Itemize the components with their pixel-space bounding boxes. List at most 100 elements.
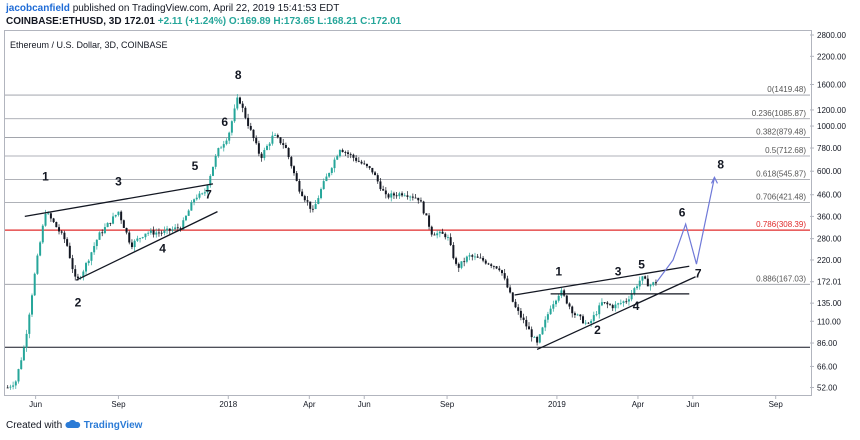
y-tick-label: 1600.00 [817,80,846,89]
y-tick-label: 66.00 [817,362,838,371]
candle-body [290,157,293,167]
candle-body [444,233,447,238]
candle-body [411,196,414,198]
candle-body [209,175,212,186]
trendline[interactable] [75,211,218,281]
candle-body [60,231,63,233]
price-chart[interactable]: Ethereum / U.S. Dollar, 3D, COINBASE 0(1… [0,0,860,420]
candle-body [230,121,233,133]
candle-body [555,300,558,305]
candle-body [471,255,474,257]
candle-body [652,282,655,286]
candle-body [374,172,377,176]
candle-body [95,239,98,247]
candle-body [238,97,241,104]
footer: Created with TradingView [6,420,142,431]
candle-body [184,215,187,221]
candle-body [338,149,341,157]
candle-body [284,145,287,148]
y-tick-label: 172.01 [817,278,842,287]
candle-body [398,193,401,197]
candle-body [395,195,398,197]
x-tick-label: Sep [769,400,784,409]
candle-body [44,213,47,226]
candle-body [128,232,131,243]
candle-body [436,233,439,236]
candle-body [155,232,158,235]
price-axis[interactable]: 2800.00 2200.00 1600.00 1200.00 1000.00 780.0… [810,31,846,393]
candle-body [592,315,595,321]
candle-body [103,227,106,234]
symbol-name[interactable]: COINBASE:ETHUSD, 3D [6,16,122,27]
candle-body [417,197,420,201]
candle-body [63,232,66,240]
candle-body [484,260,487,264]
candle-body [133,240,136,248]
trendline[interactable] [514,265,690,296]
candle-body [31,295,34,315]
candle-body [349,153,352,155]
candle-body [33,273,36,296]
candle-body [147,232,150,234]
candle-body [93,246,96,253]
candle-body [87,260,90,264]
x-tick-label: Sep [111,400,126,409]
candle-body [468,255,471,257]
x-tick-label: Apr [303,400,316,409]
candle-body [255,138,258,144]
wave-label: 8 [235,68,242,82]
candle-body [144,233,147,238]
projection-line[interactable] [656,177,716,283]
tradingview-brand[interactable]: TradingView [83,420,143,431]
candle-body [198,193,201,198]
trendline[interactable] [24,183,214,218]
wave-label: 6 [221,115,228,129]
candle-body [363,163,366,165]
candle-body [419,200,422,202]
trendline[interactable] [536,276,696,351]
candle-body [530,329,533,338]
candle-body [649,285,652,287]
fib-level-label: 0.5(712.68) [765,146,806,155]
candle-body [344,152,347,153]
candle-body [322,181,325,190]
candle-body [347,152,350,154]
wave-label: 2 [594,323,601,337]
author-link[interactable]: jacobcanfield [6,3,70,14]
x-tick-label: 2018 [219,400,237,409]
candle-body [627,299,630,302]
candle-body [55,222,58,228]
candle-body [222,144,225,148]
wave-label: 5 [638,257,645,271]
candle-body [560,290,563,296]
candle-body [503,273,506,279]
candle-body [546,314,549,320]
candle-body [525,319,528,327]
candle-body [66,239,69,246]
time-axis[interactable]: Jun Sep 2018 Apr Jun Sep 2019 Apr Jun Sep [29,395,783,409]
candle-body [460,261,463,268]
candle-body [538,334,541,343]
candle-body [263,149,266,159]
candle-body [636,286,639,289]
y-tick-label: 135.00 [817,299,842,308]
candle-body [114,214,117,217]
candle-body [117,211,120,215]
wave-labels: 1 2 3 4 5 6 7 8 1 2 3 4 5 6 7 8 [42,68,724,337]
y-tick-label: 460.00 [817,191,842,200]
candle-body [36,255,39,274]
last-price: 172.01 [124,16,155,27]
candle-body [233,108,236,122]
candle-body [500,270,503,274]
candle-body [211,166,214,176]
candle-body [182,220,185,230]
candle-body [392,193,395,196]
wave-label: 7 [695,267,702,281]
candle-body [298,180,301,192]
candle-body [549,308,552,315]
candle-body [514,301,517,308]
candle-body [14,381,17,386]
fib-level-label: 0.786(308.39) [756,220,806,229]
candle-body [136,238,139,241]
candle-body [306,200,309,202]
